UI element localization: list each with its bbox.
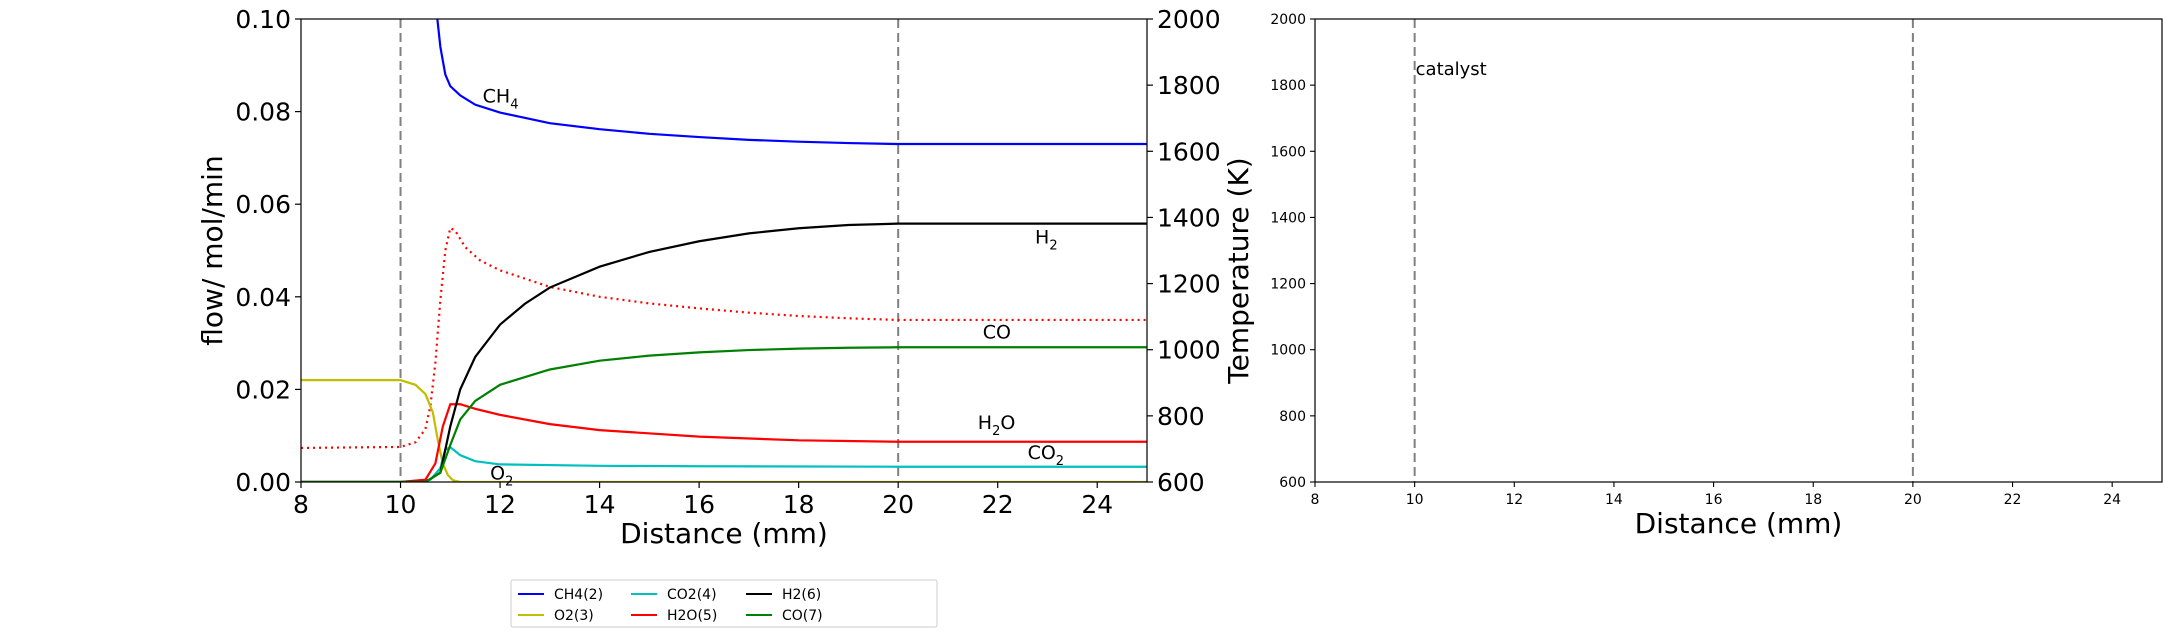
y-tick-label: 2000 [1270,12,1306,28]
plot-frame [1314,18,2163,483]
temperature-line [301,226,1147,450]
y2-axis-label: Temperature (K) [1222,157,1255,384]
series-line-h2o5 [301,403,1147,482]
series-line-o23 [301,379,1147,482]
y-tick-label: 0.04 [235,283,291,312]
y2-tick-label: 1400 [1157,203,1221,232]
y-tick-label: 1600 [1270,144,1306,160]
series-line-ch42 [436,19,1147,146]
x-tick-label: 12 [1505,492,1523,508]
legend-label: CO2(4) [667,587,717,603]
temperature-chart: 8 10 12 14 16 18 20 22 24 600 800 1000 1200 1400 1600 1… [1270,12,2163,540]
x-tick-label: 24 [1081,490,1113,519]
species-annotation: CO2 [1028,442,1065,469]
y-tick-label: 0.06 [235,190,291,219]
legend: CH4(2) O2(3) CO2(4) H2O(5) H2(6) CO(7) [510,579,938,628]
x-tick-label: 16 [683,490,715,519]
y2-tick-label: 800 [1157,402,1205,431]
species-annotation: H2O [978,412,1016,439]
species-annotation: CH4 [483,85,519,112]
x-tick-label: 16 [1705,492,1723,508]
y2-tick-label: 2000 [1157,5,1221,34]
y-tick-label: 0.08 [235,98,291,127]
y-tick-label: 800 [1279,409,1306,425]
x-tick-label: 12 [484,490,516,519]
legend-label: CH4(2) [554,587,603,603]
x-tick-label: 24 [2103,492,2121,508]
x-tick-label: 22 [982,490,1014,519]
y-tick-label: 600 [1279,475,1306,491]
flow-chart: 8 10 12 14 16 18 20 22 24 0.00 0.02 0.04 0.06 0.08 0.1… [196,5,1255,550]
series-line-co7 [301,346,1147,482]
x-tick-label: 22 [2004,492,2022,508]
series-line-h26 [301,222,1147,482]
x-tick-label: 10 [1406,492,1424,508]
y2-tick-label: 1800 [1157,71,1221,100]
legend-label: H2O(5) [667,608,717,624]
y-tick-label: 0.00 [235,468,291,497]
x-axis-label: Distance (mm) [620,517,828,550]
x-tick-label: 8 [293,490,309,519]
y-tick-label: 1200 [1270,277,1306,293]
y-tick-label: 0.02 [235,375,291,404]
legend-label: O2(3) [554,608,594,624]
x-axis-label: Distance (mm) [1635,507,1843,540]
species-annotation: CO [983,321,1011,343]
y2-tick-label: 600 [1157,468,1205,497]
y-tick-label: 1800 [1270,78,1306,94]
x-tick-label: 14 [584,490,616,519]
species-annotation: H2 [1035,227,1058,254]
legend-label: H2(6) [782,587,821,603]
x-tick-label: 14 [1605,492,1623,508]
x-tick-label: 8 [1311,492,1320,508]
x-tick-label: 18 [1804,492,1822,508]
y2-tick-label: 1600 [1157,137,1221,166]
legend-label: CO(7) [782,608,823,624]
y-axis-label: flow/ mol/min [196,155,229,345]
legend-box [510,579,938,628]
catalyst-label: catalyst [1416,59,1487,80]
x-tick-label: 18 [783,490,815,519]
x-tick-label: 20 [882,490,914,519]
y2-tick-label: 1200 [1157,270,1221,299]
y-tick-label: 1000 [1270,343,1306,359]
plot-frame [300,18,1148,483]
y-tick-label: 1400 [1270,210,1306,226]
x-tick-label: 20 [1904,492,1922,508]
x-tick-label: 10 [385,490,417,519]
y-tick-label: 0.10 [235,5,291,34]
species-annotation: O2 [490,463,513,490]
y2-tick-label: 1000 [1157,336,1221,365]
